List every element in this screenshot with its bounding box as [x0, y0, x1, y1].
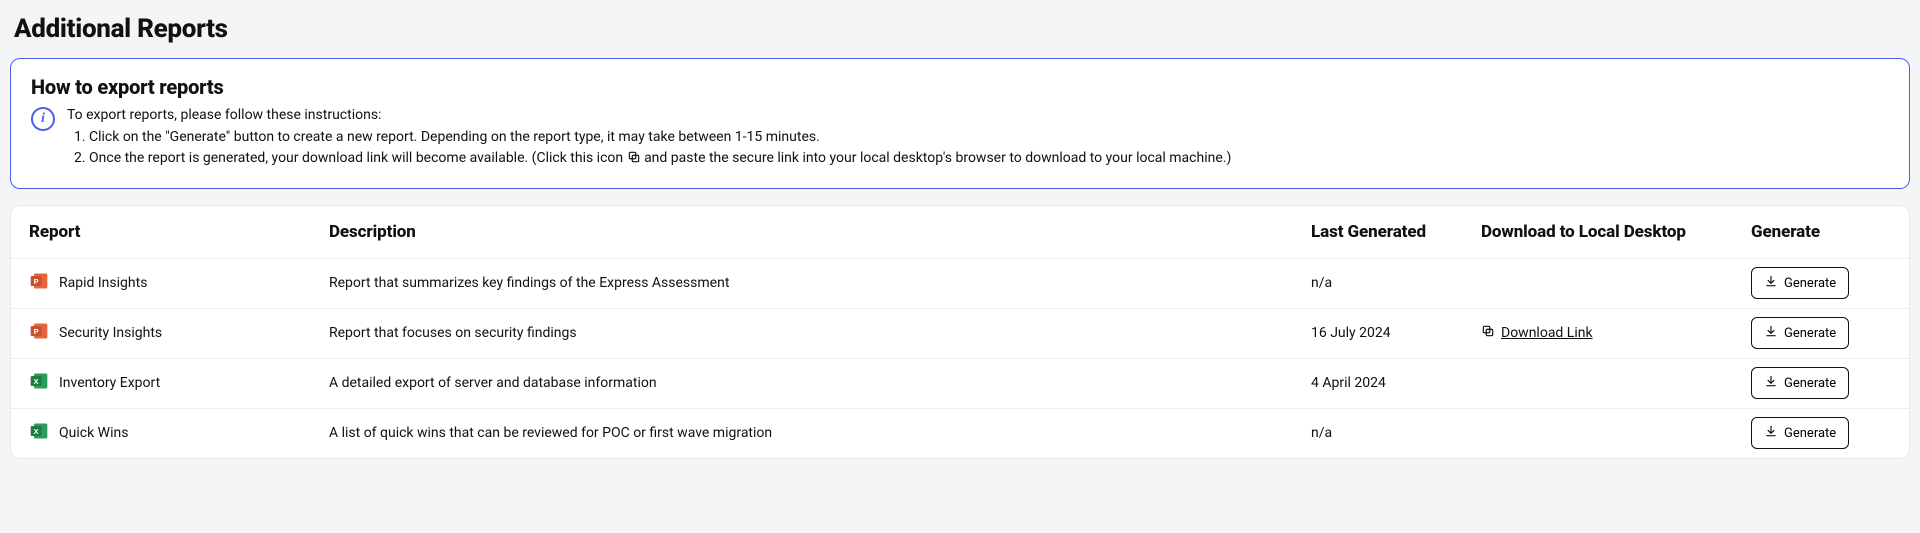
- col-download: Download to Local Desktop: [1481, 222, 1751, 242]
- generate-button[interactable]: Generate: [1751, 367, 1849, 399]
- last-generated: 4 April 2024: [1311, 375, 1481, 391]
- info-step-1: Click on the "Generate" button to create…: [89, 127, 1231, 147]
- generate-cell: Generate: [1751, 317, 1891, 349]
- last-generated: 16 July 2024: [1311, 325, 1481, 341]
- download-arrow-icon: [1764, 324, 1778, 342]
- info-text: To export reports, please follow these i…: [67, 105, 1231, 170]
- powerpoint-icon: P: [29, 271, 49, 295]
- powerpoint-icon: P: [29, 321, 49, 345]
- table-row: X Quick WinsA list of quick wins that ca…: [11, 408, 1909, 458]
- table-row: P Rapid InsightsReport that summarizes k…: [11, 258, 1909, 308]
- col-description: Description: [329, 222, 1311, 242]
- info-icon: i: [31, 107, 55, 131]
- report-cell: P Security Insights: [29, 321, 329, 345]
- report-name: Rapid Insights: [59, 275, 147, 291]
- report-description: Report that summarizes key findings of t…: [329, 275, 1311, 291]
- generate-button-label: Generate: [1784, 276, 1836, 291]
- info-title: How to export reports: [31, 75, 1889, 99]
- col-last-generated: Last Generated: [1311, 222, 1481, 242]
- excel-icon: X: [29, 371, 49, 395]
- generate-cell: Generate: [1751, 267, 1891, 299]
- download-arrow-icon: [1764, 374, 1778, 392]
- generate-button-label: Generate: [1784, 326, 1836, 341]
- info-box: How to export reports i To export report…: [10, 58, 1910, 189]
- copy-icon: [1481, 324, 1495, 342]
- copy-icon: [627, 150, 641, 170]
- col-generate: Generate: [1751, 222, 1891, 242]
- excel-icon: X: [29, 421, 49, 445]
- last-generated: n/a: [1311, 275, 1481, 291]
- svg-text:P: P: [34, 277, 39, 286]
- report-name: Quick Wins: [59, 425, 128, 441]
- info-step-2: Once the report is generated, your downl…: [89, 148, 1231, 170]
- svg-text:X: X: [34, 427, 39, 436]
- generate-button[interactable]: Generate: [1751, 317, 1849, 349]
- download-arrow-icon: [1764, 424, 1778, 442]
- report-name: Security Insights: [59, 325, 162, 341]
- report-name: Inventory Export: [59, 375, 160, 391]
- reports-table: Report Description Last Generated Downlo…: [10, 205, 1910, 459]
- generate-cell: Generate: [1751, 367, 1891, 399]
- generate-button[interactable]: Generate: [1751, 417, 1849, 449]
- table-header: Report Description Last Generated Downlo…: [11, 206, 1909, 258]
- svg-text:P: P: [34, 327, 39, 336]
- table-row: P Security InsightsReport that focuses o…: [11, 308, 1909, 358]
- generate-button-label: Generate: [1784, 376, 1836, 391]
- generate-cell: Generate: [1751, 417, 1891, 449]
- svg-text:X: X: [34, 377, 39, 386]
- report-description: A list of quick wins that can be reviewe…: [329, 425, 1311, 441]
- download-cell: Download Link: [1481, 324, 1751, 342]
- col-report: Report: [29, 222, 329, 242]
- report-cell: X Inventory Export: [29, 371, 329, 395]
- last-generated: n/a: [1311, 425, 1481, 441]
- table-row: X Inventory ExportA detailed export of s…: [11, 358, 1909, 408]
- page-title: Additional Reports: [14, 14, 1910, 44]
- download-arrow-icon: [1764, 274, 1778, 292]
- report-cell: X Quick Wins: [29, 421, 329, 445]
- report-description: A detailed export of server and database…: [329, 375, 1311, 391]
- info-intro: To export reports, please follow these i…: [67, 105, 1231, 125]
- report-description: Report that focuses on security findings: [329, 325, 1311, 341]
- generate-button-label: Generate: [1784, 426, 1836, 441]
- download-link[interactable]: Download Link: [1481, 324, 1593, 342]
- generate-button[interactable]: Generate: [1751, 267, 1849, 299]
- report-cell: P Rapid Insights: [29, 271, 329, 295]
- download-link-label: Download Link: [1501, 325, 1593, 341]
